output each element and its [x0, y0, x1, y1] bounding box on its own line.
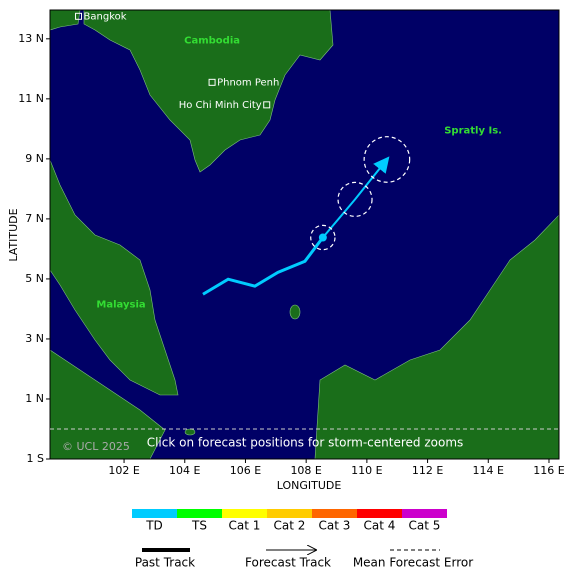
forecast-error[interactable] — [337, 181, 373, 217]
legend-swatch — [402, 509, 447, 518]
legend-swatch — [267, 509, 312, 518]
forecast-error[interactable] — [310, 224, 336, 251]
legend-swatch — [357, 509, 402, 518]
y-tick-label: 1 N — [25, 392, 44, 405]
y-tick-label: 1 S — [27, 452, 44, 465]
x-tick-label: 110 E — [351, 464, 382, 477]
legend-label: Cat 3 — [319, 519, 351, 533]
legend-swatch — [132, 509, 177, 518]
y-tick-label: 5 N — [25, 272, 44, 285]
y-tick-label: 7 N — [25, 212, 44, 225]
legend-label: TD — [145, 519, 163, 533]
city-marker — [263, 101, 271, 109]
x-tick-label: 104 E — [169, 464, 200, 477]
legend-swatch — [222, 509, 267, 518]
city-marker — [208, 78, 216, 86]
y-tick-label: 11 N — [18, 92, 44, 105]
x-tick-label: 114 E — [473, 464, 504, 477]
land — [50, 10, 559, 459]
x-tick-label: 102 E — [108, 464, 139, 477]
x-axis-label: LONGITUDE — [277, 479, 342, 492]
y-tick-label: 9 N — [25, 152, 44, 165]
y-tick-label: 13 N — [18, 32, 44, 45]
region-label: Cambodia — [184, 35, 240, 46]
copyright: © UCL 2025 — [62, 440, 130, 453]
x-tick-label: 106 E — [230, 464, 261, 477]
legend-label: Mean Forecast Error — [353, 556, 473, 570]
region-label: Malaysia — [96, 299, 145, 310]
legend-label: Cat 4 — [364, 519, 396, 533]
legend-swatch — [177, 509, 222, 518]
zoom-hint[interactable]: Click on forecast positions for storm-ce… — [147, 436, 464, 450]
legend-label: TS — [191, 519, 207, 533]
city-marker — [75, 12, 83, 20]
legend-label: Cat 1 — [229, 519, 261, 533]
region-label: Spratly Is. — [444, 125, 502, 136]
city-label: Ho Chi Minh City — [179, 100, 262, 111]
past-track — [202, 236, 325, 296]
current-position — [318, 233, 327, 242]
map-frame — [49, 9, 560, 460]
legend-label: Cat 5 — [409, 519, 441, 533]
city-label: Phnom Penh — [217, 77, 279, 88]
forecast-error[interactable] — [363, 136, 411, 183]
city-label: Bangkok — [84, 11, 127, 22]
y-tick-label: 3 N — [25, 332, 44, 345]
track-layer — [202, 136, 411, 296]
x-tick-label: 108 E — [290, 464, 321, 477]
legend-label: Cat 2 — [274, 519, 306, 533]
legend-label: Past Track — [135, 556, 195, 570]
legend-swatch — [312, 509, 357, 518]
x-tick-label: 116 E — [533, 464, 564, 477]
legend-label: Forecast Track — [245, 556, 331, 570]
y-axis-label: LATITUDE — [7, 208, 20, 261]
x-tick-label: 112 E — [412, 464, 443, 477]
forecast-track — [322, 156, 390, 239]
